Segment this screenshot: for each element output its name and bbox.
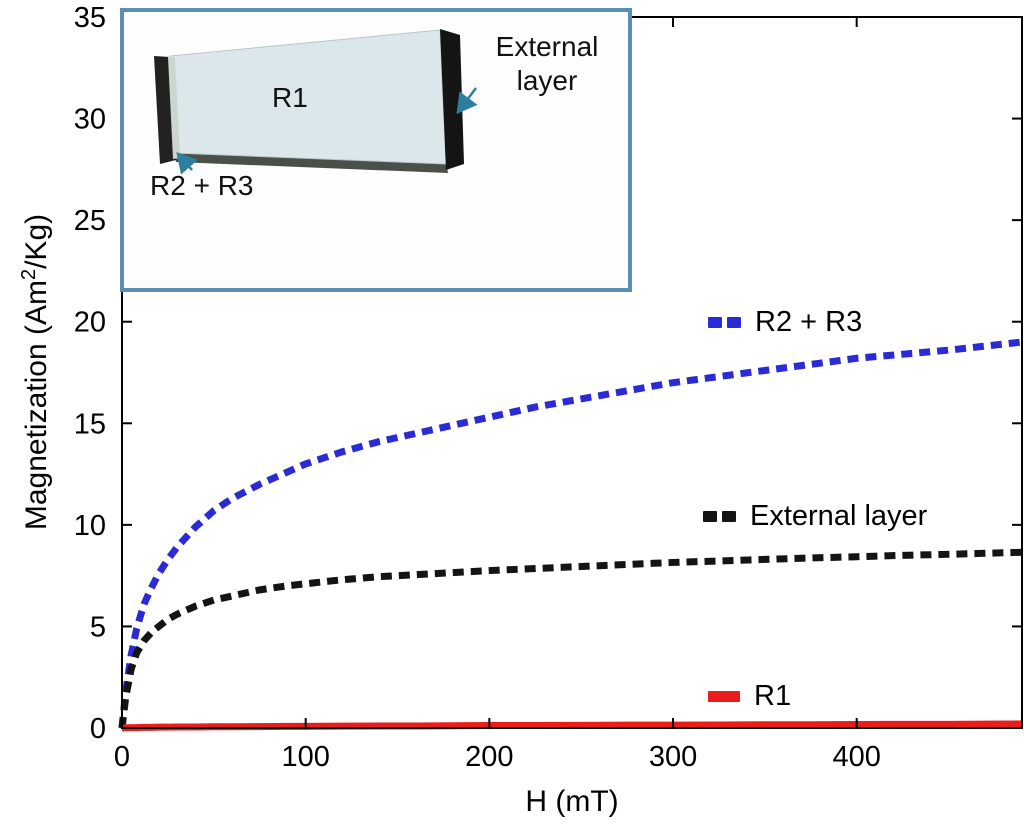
svg-text:20: 20 — [74, 307, 106, 339]
sample-left-cap-highlight — [168, 57, 180, 159]
arrow-to-r2r3-layer — [176, 152, 198, 175]
x-axis-title: H (mT) — [525, 785, 619, 818]
svg-text:10: 10 — [74, 510, 106, 542]
svg-text:400: 400 — [832, 741, 880, 773]
svg-text:5: 5 — [90, 611, 106, 643]
inset-label-r1: R1 — [272, 82, 308, 113]
y-axis-title-superscript: 2 — [18, 268, 40, 281]
inset-label-r2r3: R2 + R3 — [150, 170, 254, 201]
svg-text:200: 200 — [465, 741, 513, 773]
inset-label-external-layer: External layer — [476, 30, 618, 97]
svg-text:35: 35 — [74, 2, 106, 34]
svg-text:0: 0 — [114, 741, 130, 773]
svg-text:25: 25 — [74, 205, 106, 237]
inset-sample-diagram: R1 External layer R2 + R3 — [120, 8, 632, 292]
legend-label-external-layer: External layer — [750, 500, 928, 532]
legend-item-r1: R1 — [708, 680, 791, 713]
legend-item-r2r3: R2 + R3 — [708, 306, 862, 339]
y-axis-title-suffix: /Kg) — [20, 213, 53, 269]
sample-shape-3d — [154, 29, 478, 175]
y-axis-title-prefix: Magnetization (Am — [20, 280, 53, 531]
svg-text:0: 0 — [90, 713, 106, 745]
arrow-to-external-layer — [456, 87, 478, 114]
y-axis-title: Magnetization (Am2/Kg) — [18, 214, 54, 530]
sample-right-cap-external-layer — [440, 29, 464, 170]
svg-text:30: 30 — [74, 104, 106, 136]
legend-label-r1: R1 — [754, 680, 792, 712]
svg-text:300: 300 — [649, 741, 697, 773]
legend-label-r2r3: R2 + R3 — [755, 306, 863, 338]
sample-bottom-edge — [174, 152, 448, 173]
r1-series-marker — [708, 691, 740, 702]
legend-item-external-layer: External layer — [703, 500, 927, 533]
svg-text:15: 15 — [74, 408, 106, 440]
r2r3-series-marker — [708, 317, 741, 328]
external-layer-series-marker — [703, 511, 736, 522]
sample-body-r1 — [169, 29, 447, 165]
inset-label-external-line1: External — [495, 31, 599, 62]
inset-label-external-line2: layer — [516, 64, 578, 96]
svg-text:100: 100 — [281, 741, 329, 773]
